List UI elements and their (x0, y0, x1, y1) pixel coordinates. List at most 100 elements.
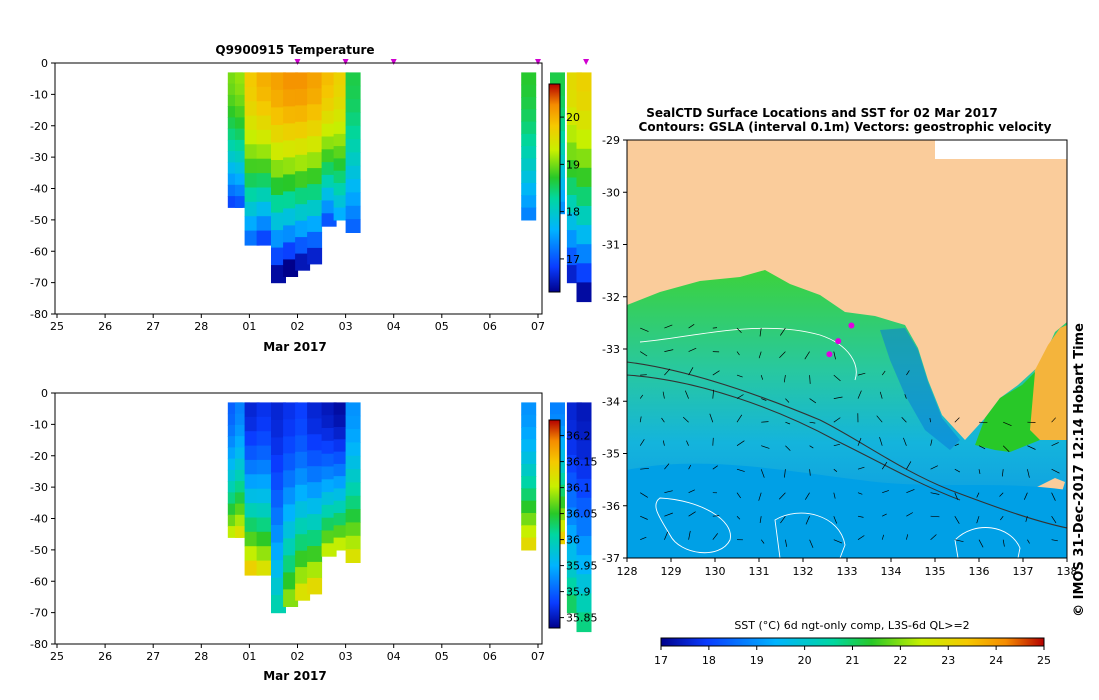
seal-location-marker (826, 351, 833, 358)
velocity-vector (1027, 469, 1030, 478)
velocity-vector (779, 351, 786, 358)
profile-cell (244, 474, 260, 490)
profile-cell (283, 140, 299, 158)
velocity-vector (857, 492, 863, 495)
profile-cell (307, 450, 323, 467)
profile-cell (256, 416, 272, 432)
colorbar-tick-label: 25 (1037, 654, 1051, 667)
velocity-vector (688, 367, 694, 376)
profile-cell (521, 133, 537, 147)
velocity-vector (1027, 539, 1030, 544)
colorbar-tick-label: 22 (893, 654, 907, 667)
profile-cell (333, 146, 349, 159)
velocity-vector (906, 370, 910, 376)
x-tick-label: 136 (969, 565, 990, 578)
profile-cell (283, 208, 299, 226)
x-tick-label: 26 (98, 650, 112, 663)
colorbar-tick-label: 36.1 (566, 482, 591, 495)
velocity-vector (1001, 469, 1004, 477)
y-tick-label: -30 (602, 186, 620, 199)
x-tick-label: 133 (837, 565, 858, 578)
profile-cell (307, 434, 323, 451)
profile-cell (576, 263, 592, 283)
velocity-vector (736, 374, 743, 378)
profile-cell (333, 463, 349, 477)
velocity-vector (809, 539, 814, 548)
profile-cell (521, 427, 537, 440)
velocity-vector (882, 490, 890, 494)
velocity-vector (783, 375, 786, 383)
profile-cell (283, 487, 299, 505)
profile-cell (244, 158, 260, 174)
profile-cell (244, 431, 260, 447)
velocity-vector (930, 439, 933, 446)
profile-cell (307, 136, 323, 153)
profile-cell (295, 451, 311, 469)
velocity-vector (1002, 539, 1005, 547)
profile-cell (321, 72, 337, 86)
temperature-panel: Q9900915 Temperature 25 26 27 28 01 02 03 04 05 0… (30, 43, 592, 354)
velocity-vector (809, 469, 811, 476)
profile-cell (521, 513, 537, 526)
profile-cell (271, 212, 286, 231)
velocity-vector (736, 351, 740, 356)
velocity-vector (780, 515, 786, 524)
profile-cell (307, 530, 323, 547)
velocity-vector (954, 443, 959, 447)
temperature-x-ticks: 25 26 27 28 01 02 03 04 05 06 07 (50, 314, 545, 333)
profile-cell (333, 402, 349, 416)
x-tick-label: 131 (749, 565, 770, 578)
profile-cell (576, 555, 592, 575)
profile-cell (256, 560, 272, 576)
velocity-vector (684, 390, 689, 399)
profile-marker (294, 59, 301, 65)
velocity-vector (760, 469, 765, 478)
profile-cell (295, 72, 311, 90)
profile-cell (295, 204, 311, 222)
y-tick-label: -33 (602, 343, 620, 356)
profile-cell (333, 476, 349, 489)
profile-cell (256, 230, 272, 246)
velocity-vector (688, 511, 696, 517)
profile-cell (307, 466, 323, 483)
y-tick-label: -60 (30, 575, 48, 588)
velocity-vector (978, 539, 984, 548)
profile-cell (307, 104, 323, 121)
profile-cell (271, 177, 286, 196)
profile-cell (576, 167, 592, 188)
salinity-x-ticks: 25 26 27 28 01 02 03 04 05 06 07 (50, 644, 545, 663)
profile-cell (271, 265, 286, 284)
salinity-xlabel: Mar 2017 (263, 669, 327, 683)
velocity-vector (805, 492, 810, 500)
profile-cell (244, 86, 260, 102)
profile-cell (235, 447, 250, 460)
velocity-vector (978, 469, 981, 474)
velocity-vector (906, 512, 913, 517)
x-tick-label: 07 (531, 320, 545, 333)
colorbar-tick-label: 35.95 (566, 560, 598, 573)
profile-cell (307, 561, 323, 579)
profile-cell (283, 555, 299, 573)
x-tick-label: 07 (531, 650, 545, 663)
no-data-patch (935, 140, 1067, 159)
profile-cell (321, 98, 337, 112)
velocity-vector (1051, 442, 1059, 447)
profile-cell (307, 418, 323, 435)
geostrophic-vectors (639, 324, 1060, 548)
velocity-vector (906, 489, 915, 494)
profile-cell (235, 139, 250, 152)
profile-cell (333, 109, 349, 123)
velocity-vector (640, 351, 648, 357)
temperature-colorbar-ticks: 20 19 18 17 (560, 111, 580, 266)
velocity-vector (976, 492, 980, 498)
temperature-profiles (227, 72, 592, 303)
velocity-vector (1027, 445, 1036, 450)
profile-cell (295, 171, 311, 189)
profile-cell (521, 109, 537, 123)
profile-cell (256, 101, 272, 117)
velocity-vector (1051, 539, 1058, 542)
profile-cell (576, 110, 592, 131)
profile-cell (576, 129, 592, 150)
velocity-vector (736, 515, 741, 520)
